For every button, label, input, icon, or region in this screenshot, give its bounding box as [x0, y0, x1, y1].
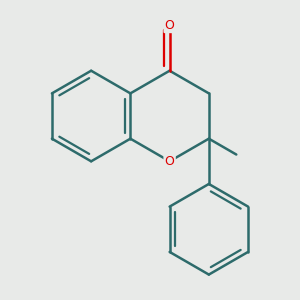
Text: O: O: [165, 155, 175, 168]
Text: O: O: [165, 19, 175, 32]
